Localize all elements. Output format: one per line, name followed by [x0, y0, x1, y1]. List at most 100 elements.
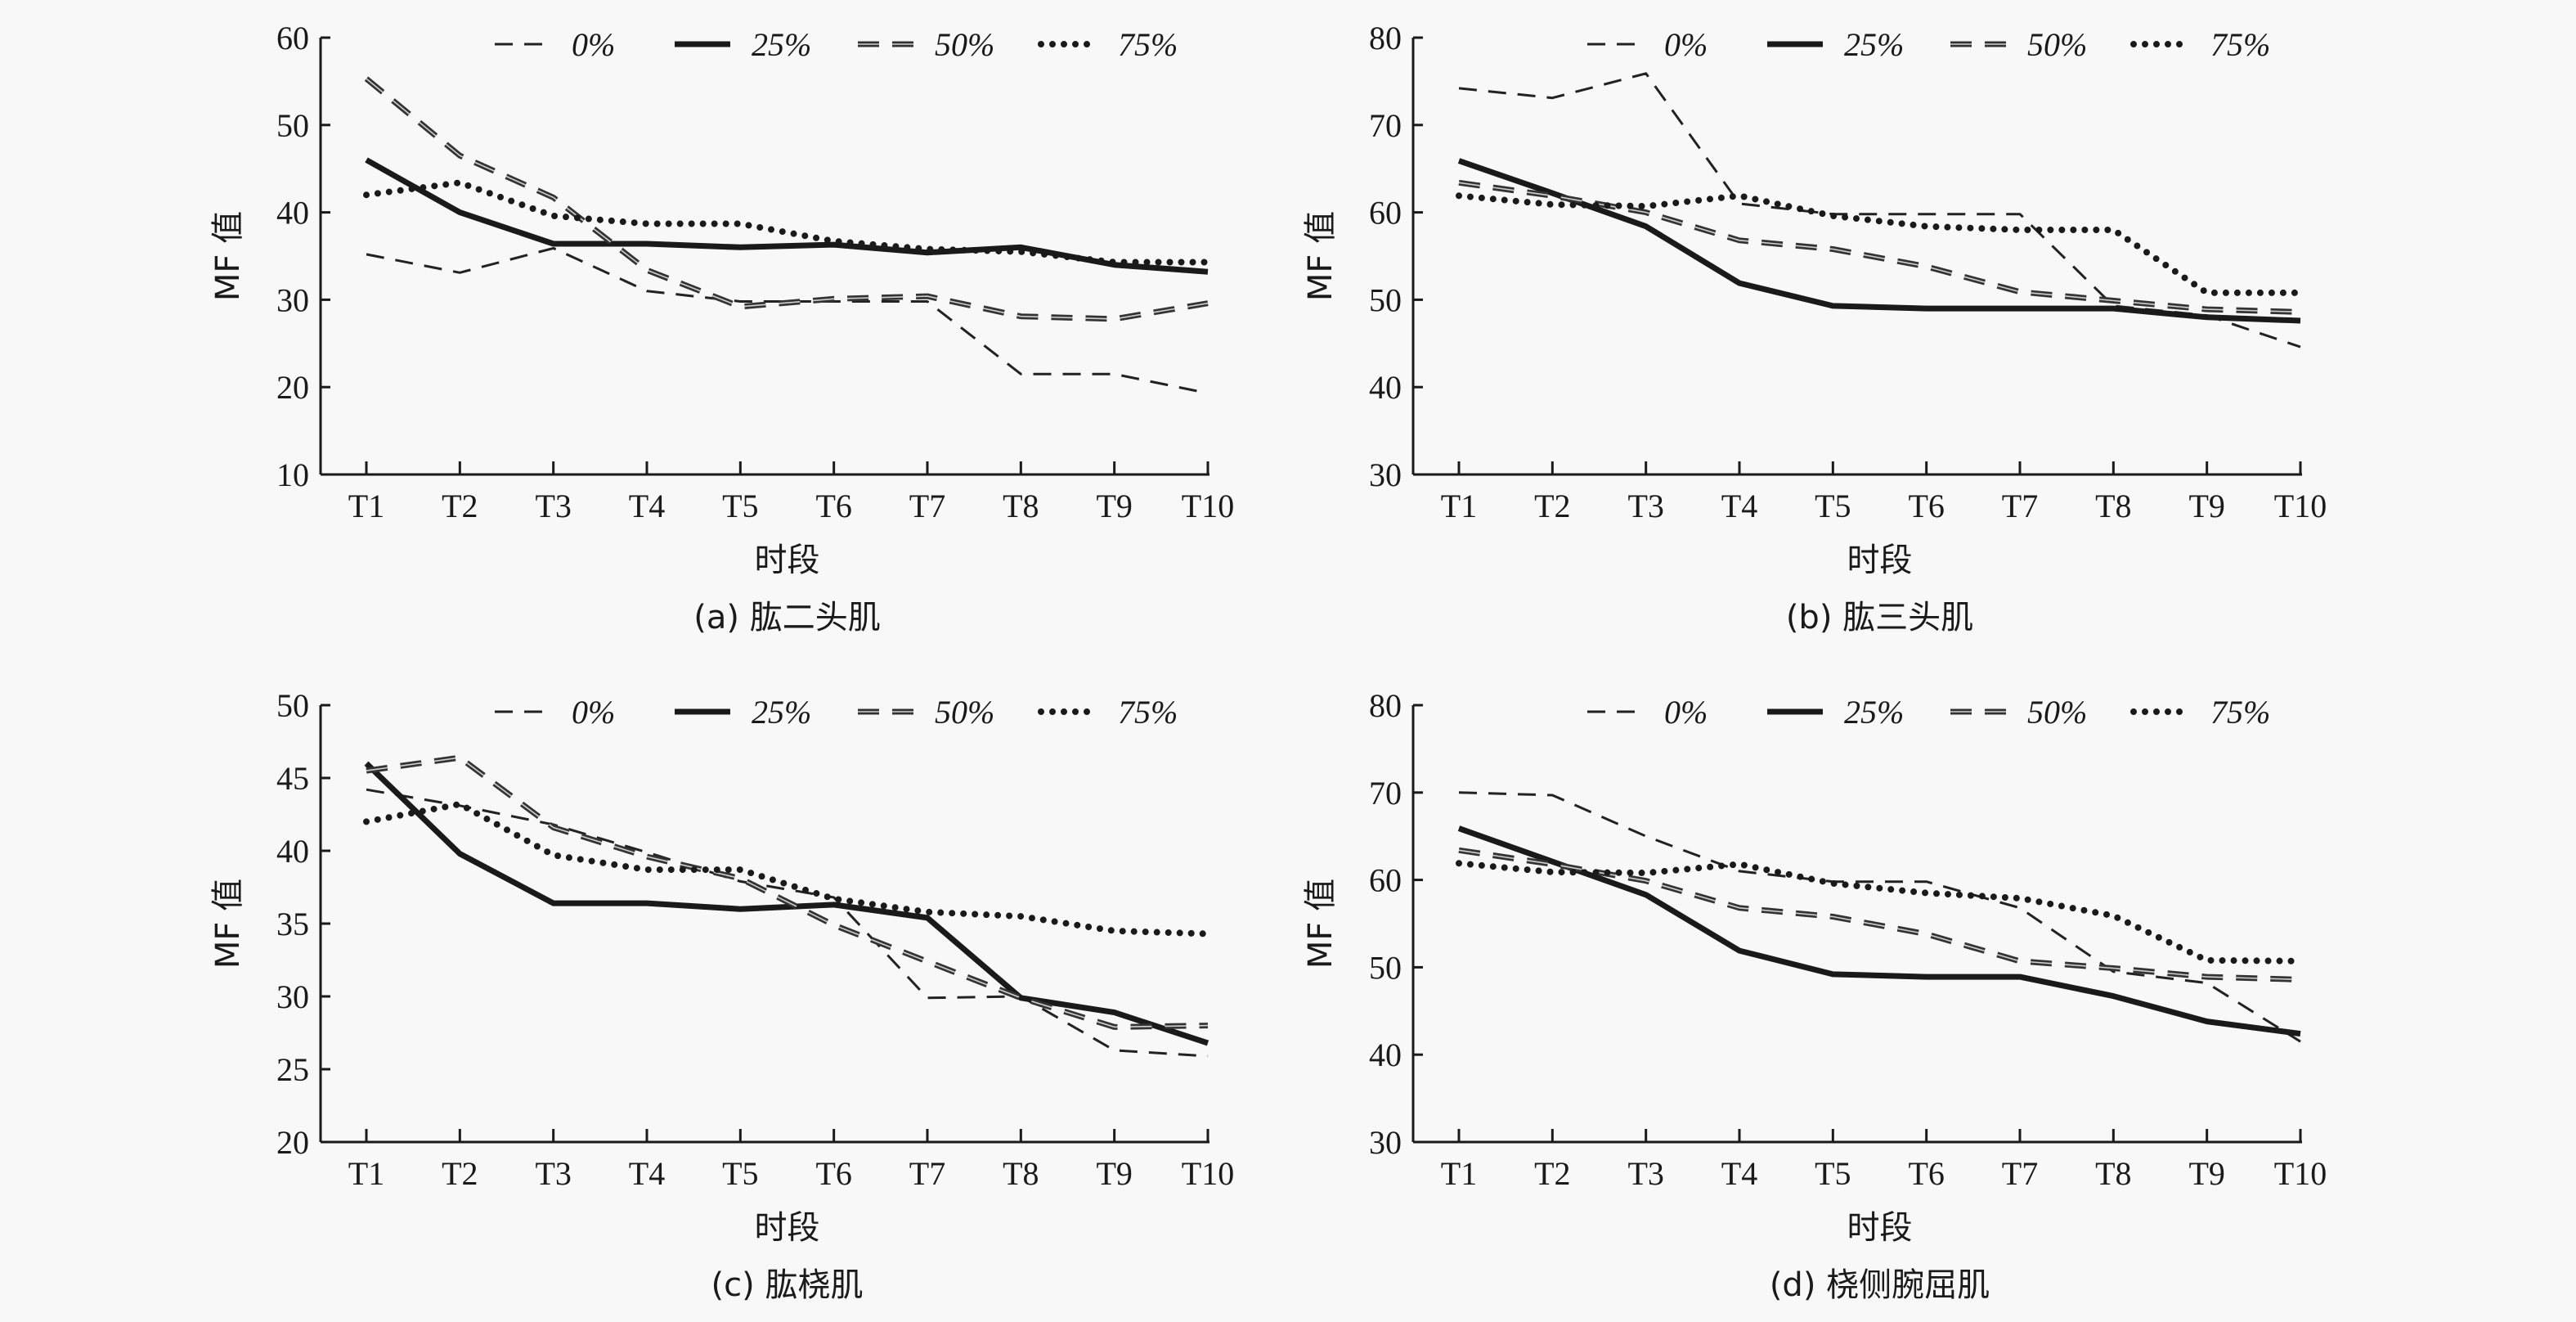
data-point: [2111, 994, 2116, 999]
data-point: [2017, 974, 2022, 979]
line-chart-c: 20 25 30 35 40 45 50 T1 T2 T3 T4 T5 T6 T7 T8 T9 T10 时段 MF …: [209, 687, 1234, 1304]
y-tick-label: 30: [1369, 456, 1402, 493]
y-axis-title: MF 值: [209, 879, 247, 969]
data-point: [1018, 914, 1023, 919]
data-point: [1737, 238, 1742, 243]
data-point: [2205, 1019, 2210, 1024]
legend: 0% 25% 50% 75%: [1587, 26, 2270, 63]
data-point: [738, 299, 743, 304]
data-point: [2205, 974, 2210, 979]
x-tick-label: T5: [722, 488, 758, 524]
data-point: [2298, 1039, 2303, 1044]
data-point: [2205, 290, 2210, 295]
data-point: [738, 245, 743, 250]
data-point: [457, 180, 462, 185]
x-tick-label: T9: [2188, 488, 2224, 524]
data-point: [1018, 250, 1023, 254]
x-tick-label: T7: [909, 488, 945, 524]
y-tick-label: 50: [276, 107, 309, 144]
data-point: [1456, 826, 1461, 831]
data-point: [2298, 318, 2303, 323]
y-tick-label: 10: [276, 456, 309, 493]
legend-item-0pct: 0%: [1587, 694, 1708, 731]
x-tick-label: T8: [1003, 488, 1039, 524]
x-tick-label: T7: [2002, 1155, 2038, 1192]
series-0pct: [1458, 791, 2303, 1044]
legend-item-0pct: 0%: [495, 694, 615, 731]
legend-item-25pct: 25%: [1767, 694, 1904, 731]
y-tick-label: 45: [276, 760, 309, 797]
y-tick-label: 25: [276, 1051, 309, 1088]
data-point: [551, 901, 556, 906]
data-point: [2017, 906, 2022, 911]
x-tick-label: T3: [1627, 1155, 1663, 1192]
data-point: [364, 761, 369, 766]
y-tick-label: 20: [276, 369, 309, 406]
legend-item-0pct: 0%: [1587, 26, 1708, 63]
x-axis-title: 时段: [1847, 542, 1913, 579]
data-point: [2111, 227, 2116, 232]
y-tick-label: 40: [276, 195, 309, 232]
x-tick-label: T7: [2002, 488, 2038, 524]
data-point: [2205, 307, 2210, 312]
data-point: [364, 158, 369, 163]
legend: 0% 25% 50% 75%: [495, 694, 1178, 731]
chart-panel-c: 20 25 30 35 40 45 50 T1 T2 T3 T4 T5 T6 T7 T8 T9 T10 时段 MF …: [0, 668, 1288, 1322]
data-point: [1830, 304, 1835, 308]
y-tick-label: 40: [1369, 369, 1402, 406]
data-point: [1456, 86, 1461, 91]
data-point: [1018, 996, 1023, 1000]
legend: 0% 25% 50% 75%: [1587, 694, 2270, 731]
plot-area: [363, 754, 1211, 1058]
data-point: [925, 246, 930, 251]
line-chart-a: 10 20 30 40 50 60 T1 T2 T3 T4 T5 T6 T7 T8 T9 T10 时段 MF 值 (…: [209, 20, 1234, 636]
data-point: [1737, 869, 1742, 874]
y-axis-title: MF 值: [209, 211, 247, 301]
x-tick-label: T1: [1441, 1155, 1477, 1192]
data-point: [364, 76, 369, 81]
data-point: [2205, 315, 2210, 320]
data-point: [832, 902, 837, 907]
data-point: [738, 876, 743, 881]
legend: 0% 25% 50% 75%: [495, 26, 1178, 63]
data-point: [1737, 861, 1742, 866]
x-tick-label: T1: [1441, 488, 1477, 524]
data-point: [1644, 870, 1649, 875]
line-chart-d: 30 40 50 60 70 80 T1 T2 T3 T4 T5 T6 T7 T8 T9 T10 时段 MF 值 (…: [1302, 687, 2327, 1304]
legend-label: 0%: [1664, 26, 1708, 63]
data-point: [644, 854, 649, 859]
x-tick-label: T5: [1815, 1155, 1851, 1192]
data-point: [1550, 193, 1555, 198]
series-25pct: [1457, 158, 2303, 324]
legend-item-75pct: 75%: [2130, 26, 2270, 63]
series-line-0pct: [366, 246, 1209, 395]
data-point: [1456, 193, 1461, 198]
x-tick-label: T1: [348, 1155, 384, 1192]
chart-panel-d: 30 40 50 60 70 80 T1 T2 T3 T4 T5 T6 T7 T8 T9 T10 时段 MF 值 (…: [1093, 668, 2381, 1322]
data-point: [832, 239, 837, 244]
data-point: [1550, 202, 1555, 207]
data-point: [1737, 193, 1742, 198]
series-75pct: [1456, 192, 2304, 296]
legend-label: 0%: [1664, 694, 1708, 731]
data-point: [644, 289, 649, 294]
series-25pct: [1456, 825, 2301, 1037]
series-75pct: [1456, 860, 2304, 965]
data-point: [925, 915, 930, 920]
y-tick-label: 40: [1369, 1036, 1402, 1073]
y-tick-label: 20: [276, 1124, 309, 1161]
data-point: [1018, 314, 1023, 319]
data-point: [2298, 344, 2303, 349]
data-point: [832, 296, 837, 301]
x-tick-label: T9: [1096, 1155, 1132, 1192]
data-point: [2111, 306, 2116, 311]
x-tick-label: T1: [348, 488, 384, 524]
x-tick-label: T10: [2274, 488, 2327, 524]
data-point: [1924, 879, 1929, 884]
x-tick-label: T3: [535, 1155, 571, 1192]
y-tick-label: 35: [276, 906, 309, 942]
data-point: [457, 270, 462, 275]
legend-item-25pct: 25%: [675, 26, 811, 63]
legend-item-25pct: 25%: [675, 694, 811, 731]
x-axis-title: 时段: [1847, 1209, 1913, 1247]
